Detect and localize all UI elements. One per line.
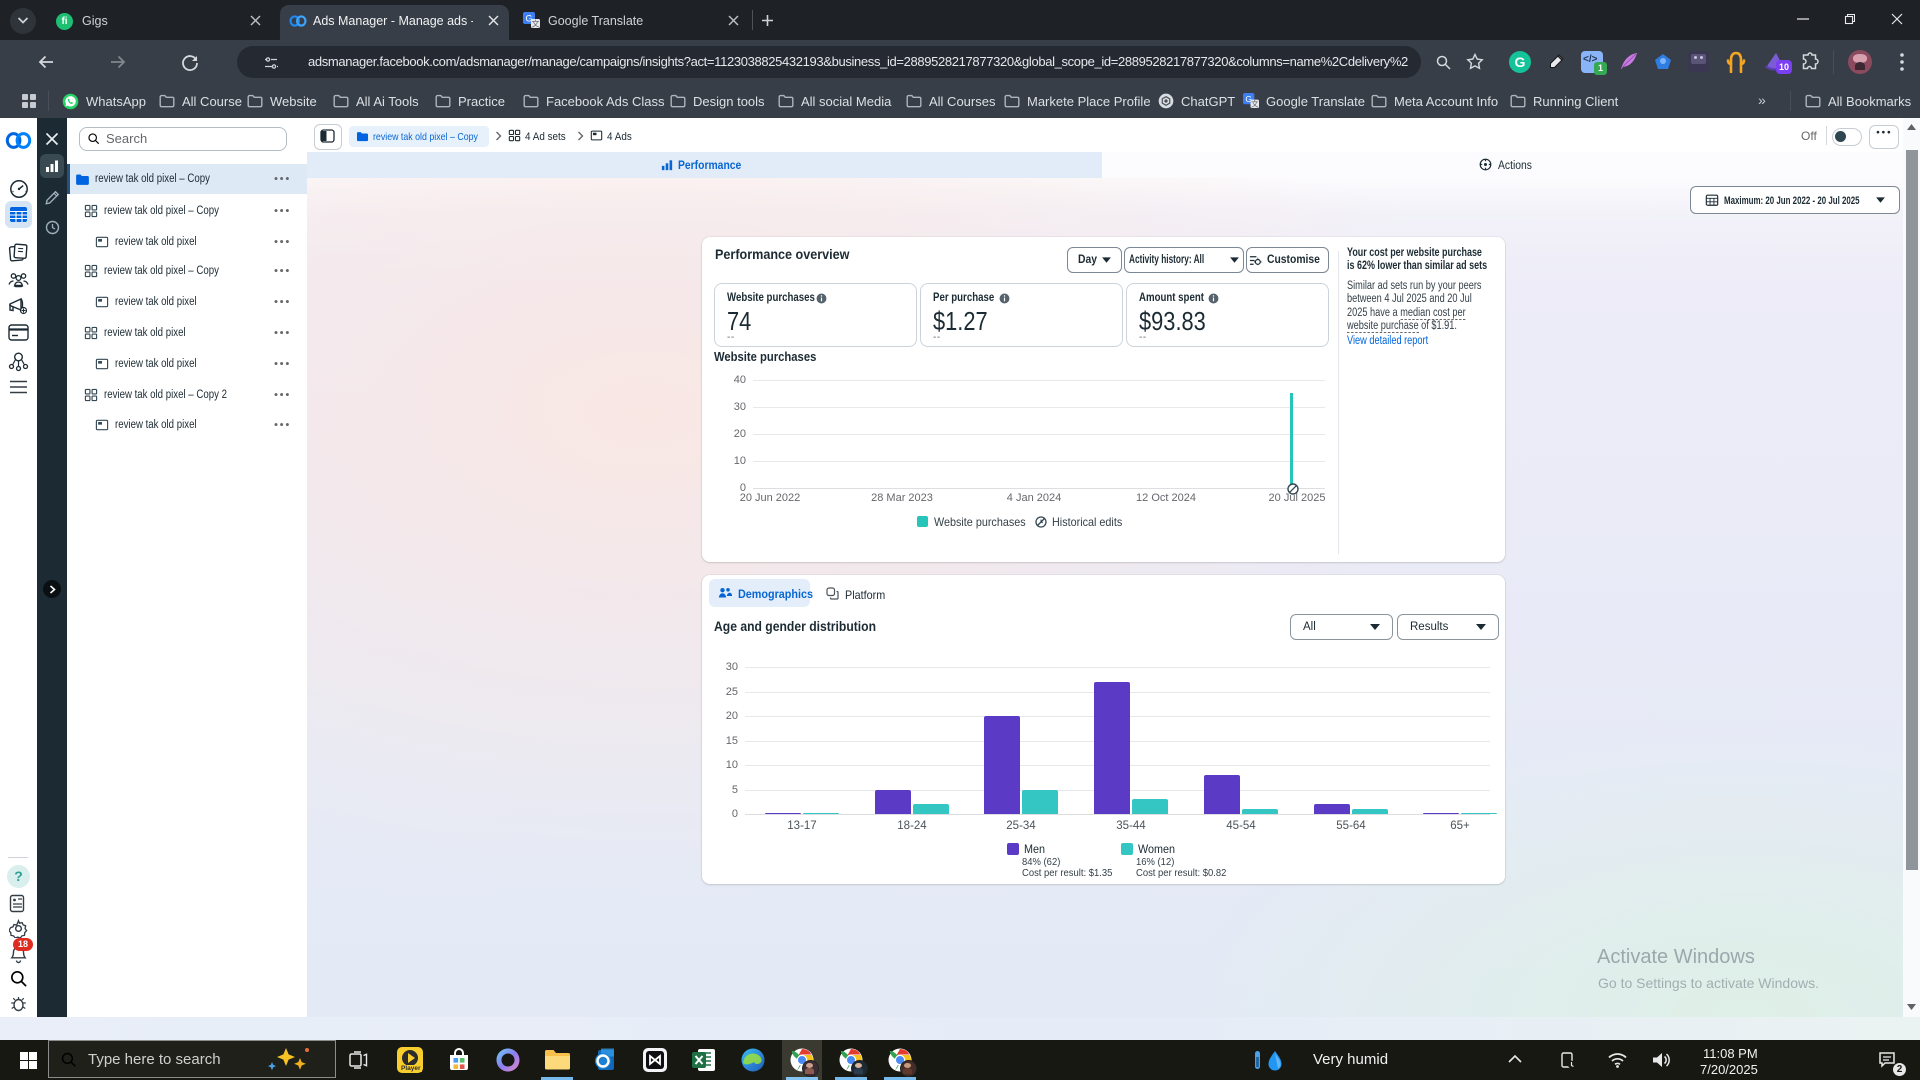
svg-text:文: 文 xyxy=(1251,99,1259,109)
svg-text:G: G xyxy=(1245,94,1252,104)
svg-text:文: 文 xyxy=(532,19,540,29)
svg-text:G: G xyxy=(525,14,532,24)
